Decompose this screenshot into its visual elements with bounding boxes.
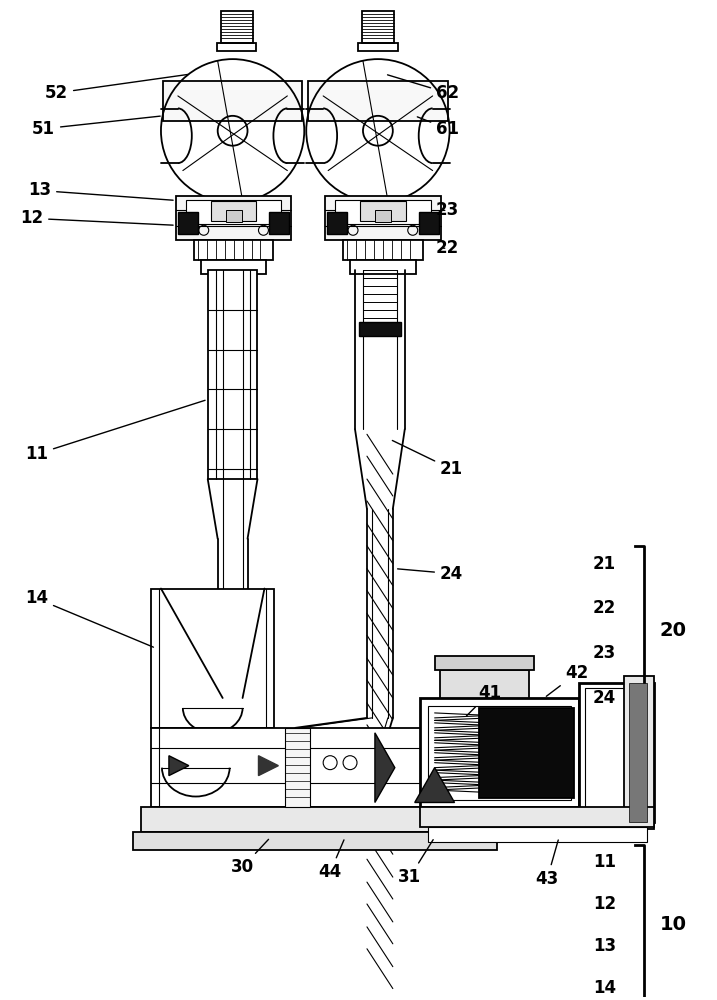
Bar — [435, 656, 534, 670]
Text: 10: 10 — [660, 915, 686, 934]
Text: 22: 22 — [436, 239, 459, 257]
Text: 11: 11 — [25, 400, 205, 463]
Text: 44: 44 — [318, 840, 344, 881]
Bar — [327, 212, 347, 234]
Text: 41: 41 — [467, 684, 501, 716]
Text: 62: 62 — [387, 75, 459, 102]
Bar — [362, 11, 394, 43]
Bar — [579, 683, 654, 822]
Text: 13: 13 — [593, 937, 616, 955]
Text: 52: 52 — [45, 74, 188, 102]
Polygon shape — [169, 756, 189, 776]
Bar — [427, 827, 647, 842]
Text: 13: 13 — [28, 181, 173, 200]
Bar — [176, 196, 291, 240]
Text: 31: 31 — [398, 840, 433, 886]
Text: 14: 14 — [25, 589, 153, 647]
Text: 51: 51 — [32, 116, 160, 138]
Text: 23: 23 — [436, 201, 459, 219]
Bar — [186, 200, 281, 224]
Bar — [133, 832, 498, 850]
Bar — [335, 200, 431, 224]
Bar — [359, 322, 401, 336]
Bar — [221, 11, 252, 43]
Bar — [194, 240, 273, 260]
Text: 21: 21 — [392, 440, 463, 478]
Bar — [211, 201, 257, 221]
Text: 42: 42 — [546, 664, 589, 696]
Bar — [358, 43, 398, 51]
Bar — [585, 688, 647, 817]
Bar — [350, 260, 416, 274]
Bar — [151, 728, 480, 807]
Text: 12: 12 — [593, 895, 616, 913]
Text: 24: 24 — [593, 689, 617, 707]
Bar — [141, 807, 490, 832]
Polygon shape — [414, 768, 455, 802]
Bar — [419, 212, 439, 234]
Bar — [201, 260, 267, 274]
Bar — [208, 270, 257, 479]
Bar — [427, 706, 571, 800]
Text: 61: 61 — [417, 117, 459, 138]
Text: 30: 30 — [231, 839, 269, 876]
Bar — [440, 670, 529, 698]
Text: 23: 23 — [593, 644, 617, 662]
Text: 14: 14 — [593, 979, 616, 997]
Bar — [375, 210, 391, 222]
Bar — [308, 81, 447, 121]
Text: 22: 22 — [593, 599, 617, 617]
Bar — [629, 683, 647, 822]
Bar — [326, 196, 441, 240]
Bar — [419, 698, 579, 807]
Bar — [226, 210, 242, 222]
Bar — [270, 212, 290, 234]
Bar — [151, 589, 275, 728]
Text: 21: 21 — [593, 555, 616, 573]
Text: 11: 11 — [593, 853, 616, 871]
Text: 20: 20 — [660, 621, 686, 640]
Text: 24: 24 — [398, 565, 463, 583]
Bar — [419, 807, 654, 827]
Polygon shape — [259, 756, 278, 776]
Text: 43: 43 — [536, 840, 559, 888]
Bar — [217, 43, 257, 51]
Bar — [285, 728, 310, 807]
Bar — [624, 676, 654, 829]
Bar — [360, 201, 406, 221]
Bar — [163, 81, 303, 121]
Polygon shape — [375, 733, 395, 802]
Bar — [178, 212, 198, 234]
Bar — [480, 708, 574, 798]
Bar — [343, 240, 423, 260]
Text: 12: 12 — [20, 209, 173, 227]
